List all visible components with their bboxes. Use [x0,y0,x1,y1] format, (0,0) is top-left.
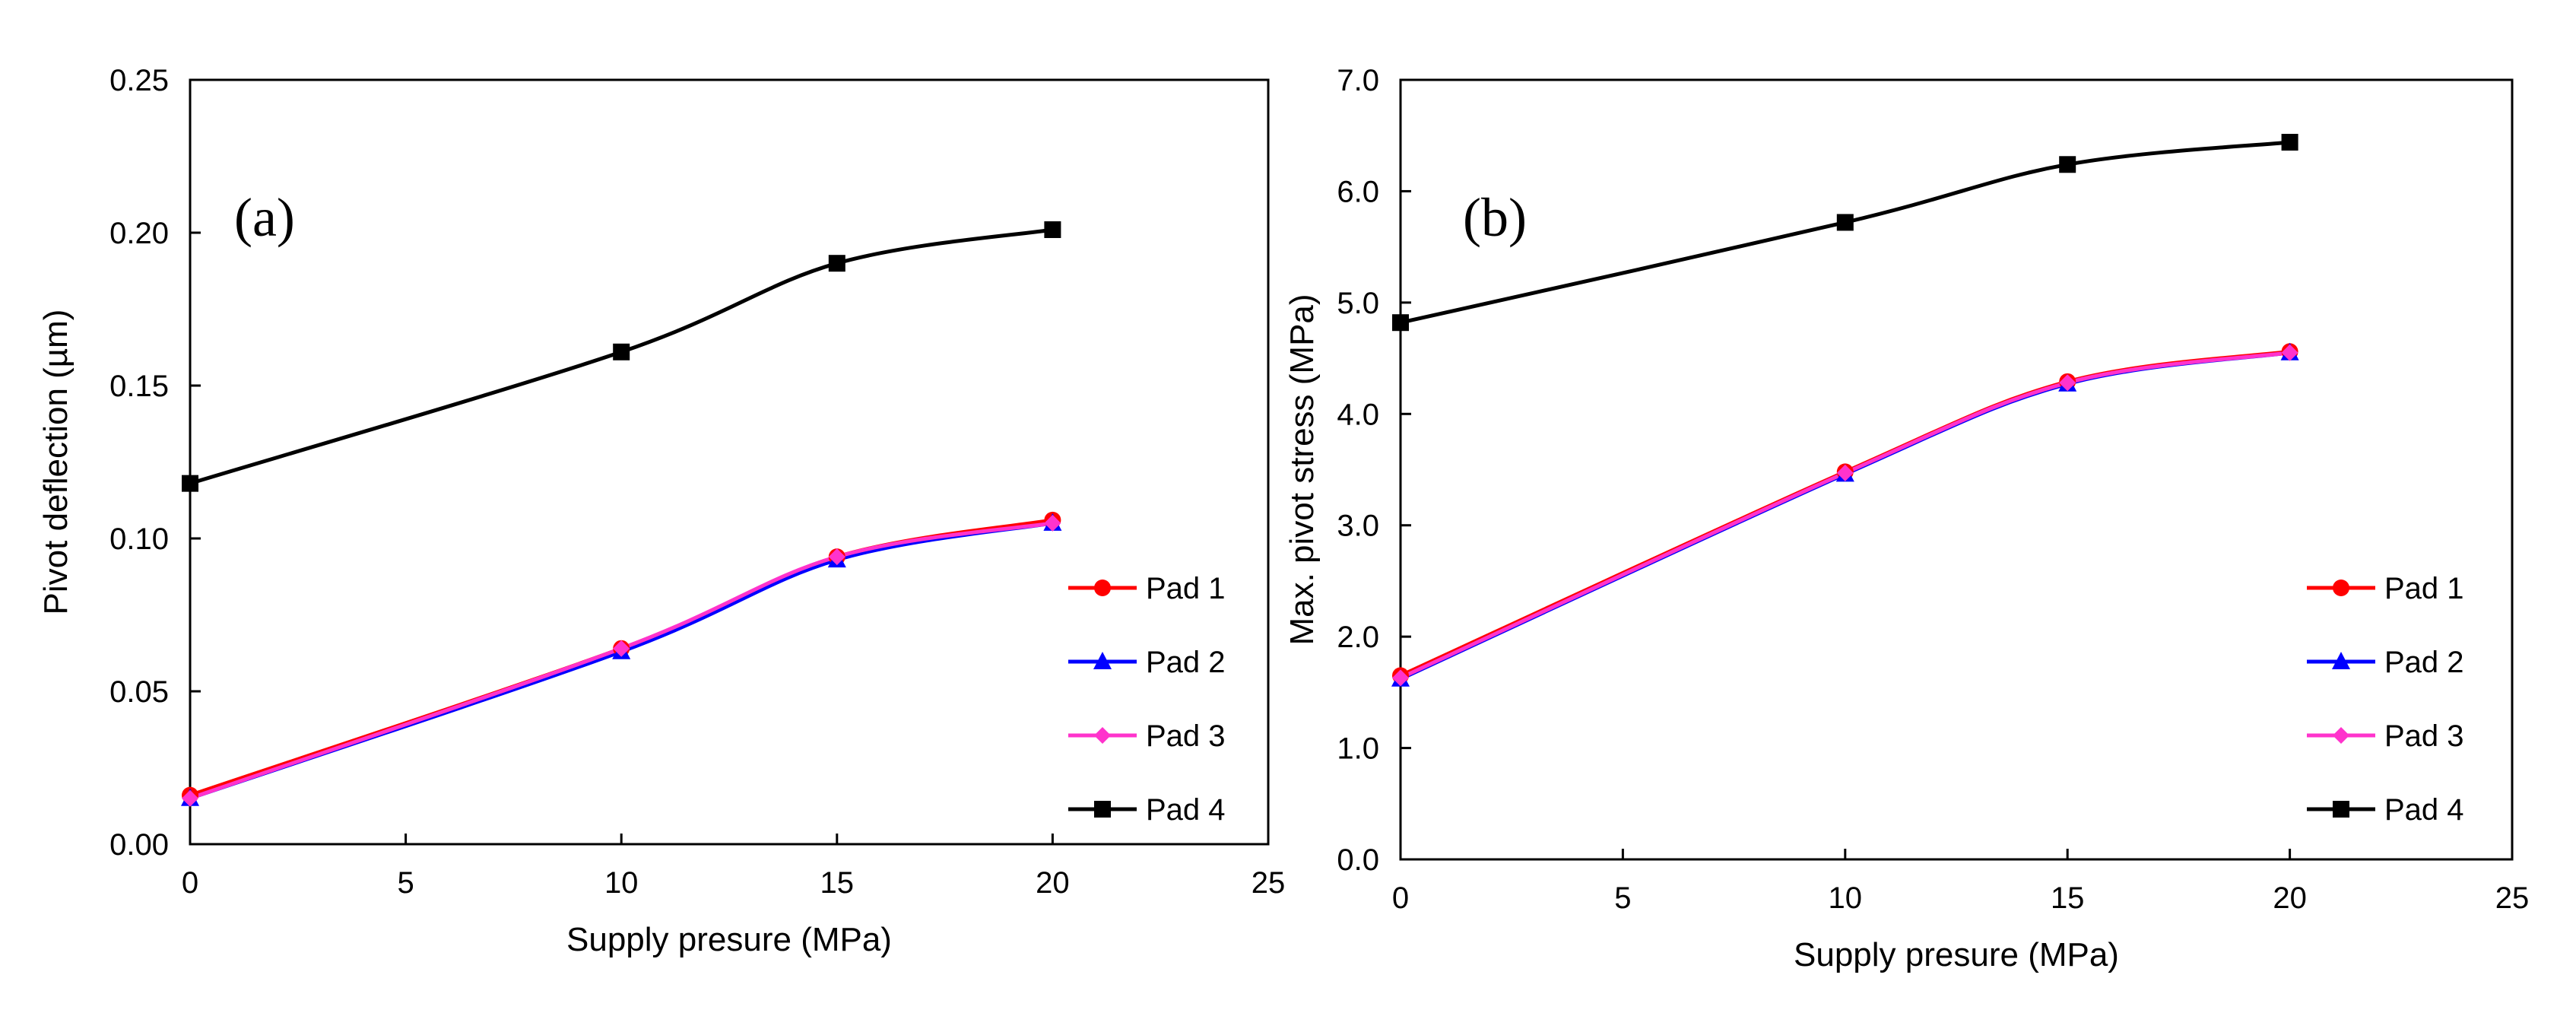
y-axis-title: Pivot deflection (µm) [37,310,75,615]
y-tick-label: 3.0 [1337,510,1379,543]
series-line-pad-2 [1399,351,2290,681]
x-tick-label: 10 [1829,881,1863,915]
y-tick-label: 4.0 [1337,398,1379,431]
y-tick-label: 0.00 [109,828,169,862]
panel-label: (a) [234,187,295,248]
x-tick-label: 20 [1036,866,1070,900]
series-line-pad-3 [1399,351,2290,680]
x-tick-label: 0 [182,866,198,900]
x-tick-label: 10 [604,866,639,900]
y-tick-label: 0.15 [109,370,169,403]
panel-label: (b) [1463,187,1527,248]
legend-marker-pad-2 [1093,652,1112,669]
data-point-pad-3 [2059,374,2076,392]
legend-marker-pad-3 [1094,727,1111,744]
legend-label-pad-2: Pad 2 [2384,646,2464,679]
x-tick-label: 15 [2051,881,2085,915]
data-point-pad-4 [1392,314,1409,332]
legend-marker-pad-3 [2333,727,2349,744]
legend-label-pad-1: Pad 1 [1146,572,1226,605]
legend-label-pad-4: Pad 4 [1146,793,1226,827]
data-point-pad-3 [1836,464,1854,481]
legend-marker-pad-1 [1094,580,1111,596]
data-point-pad-3 [613,640,630,657]
y-tick-label: 0.0 [1337,843,1379,877]
legend-label-pad-4: Pad 4 [2384,793,2464,827]
chart-panel-b: 0.0 1.0 2.0 3.0 4.0 5.0 6.0 7.0 0 5 10 15 20 25 Supply… [1288,0,2576,1013]
series-line-pad-1 [1399,349,2290,678]
legend-label-pad-2: Pad 2 [1146,646,1226,679]
plot-frame [1399,78,2514,861]
data-point-pad-3 [182,789,198,807]
series-line-pad-3 [189,521,1053,801]
legend-marker-pad-4 [2333,801,2349,818]
legend-label-pad-3: Pad 3 [1146,719,1226,753]
data-point-pad-4 [828,255,845,272]
x-axis-title: Supply presure (MPa) [566,921,892,958]
data-point-pad-3 [1044,514,1061,532]
legend-label-pad-1: Pad 1 [2384,572,2464,605]
data-point-pad-4 [1836,214,1854,231]
y-axis-title: Max. pivot stress (MPa) [1288,294,1321,645]
y-tick-label: 0.10 [109,522,169,556]
data-point-pad-3 [1392,669,1409,687]
data-point-pad-4 [613,343,630,360]
series-line-pad-2 [189,521,1053,801]
y-tick-label: 0.05 [109,675,169,709]
legend-marker-pad-2 [2332,652,2350,669]
plot-frame [189,78,1270,846]
y-tick-label: 1.0 [1337,732,1379,766]
x-tick-label: 25 [1252,866,1286,900]
x-tick-label: 0 [1392,881,1409,915]
y-tick-label: 2.0 [1337,621,1379,654]
y-tick-label: 5.0 [1337,287,1379,320]
data-point-pad-4 [182,475,198,492]
y-tick-label: 0.20 [109,217,169,250]
chart-b-svg: 0.0 1.0 2.0 3.0 4.0 5.0 6.0 7.0 0 5 10 15 20 25 Supply… [1288,64,2530,973]
data-point-pad-4 [2281,134,2298,151]
y-tick-label: 7.0 [1337,64,1379,97]
series-line-pad-4 [1400,140,2290,325]
y-tick-label: 6.0 [1337,175,1379,208]
chart-panel-a: 0.00 0.05 0.10 0.15 0.20 0.25 0 5 10 15 20 25 Supply… [37,64,1286,958]
legend-marker-pad-1 [2333,580,2349,596]
x-tick-label: 25 [2495,881,2530,915]
data-point-pad-3 [828,548,845,566]
x-tick-label: 15 [820,866,855,900]
x-tick-label: 5 [397,866,414,900]
legend-label-pad-3: Pad 3 [2384,719,2464,753]
legend-marker-pad-4 [1094,801,1111,818]
x-axis-title: Supply presure (MPa) [1794,936,2119,973]
series-line-pad-4 [189,227,1053,486]
data-point-pad-4 [2059,156,2076,173]
y-tick-label: 0.25 [109,64,169,97]
chart-a-svg: 0.00 0.05 0.10 0.15 0.20 0.25 0 5 10 15 20 25 Supply… [37,64,1286,958]
data-point-pad-4 [1044,221,1061,238]
x-tick-label: 5 [1614,881,1631,915]
x-tick-label: 20 [2273,881,2307,915]
data-point-pad-3 [2281,344,2298,361]
